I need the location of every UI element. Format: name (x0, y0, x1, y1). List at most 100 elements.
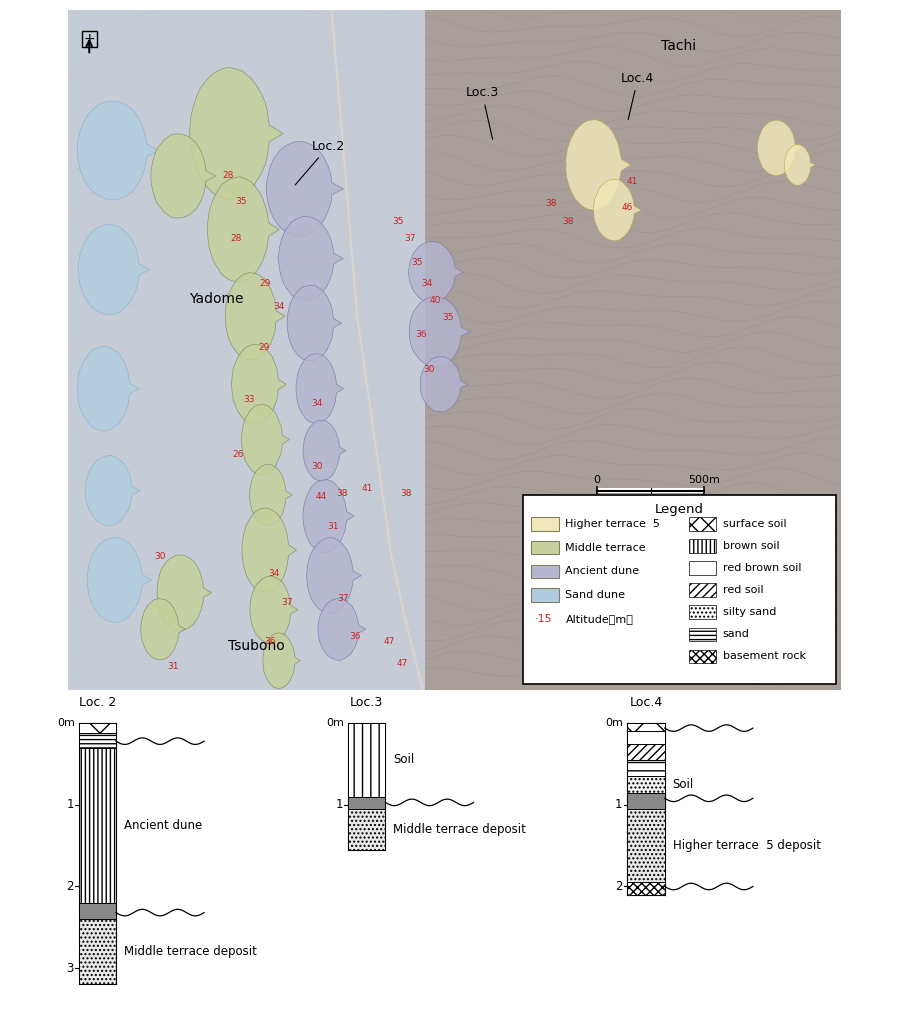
Text: Altitude（m）: Altitude（m） (565, 614, 634, 624)
Text: Ancient dune: Ancient dune (565, 567, 640, 576)
Bar (425, 10, 841, 691)
Bar (689, 561, 716, 575)
Bar (689, 605, 716, 619)
Text: 29: 29 (258, 344, 269, 352)
Text: surface soil: surface soil (723, 519, 786, 528)
Text: Loc.2: Loc.2 (295, 140, 345, 185)
Text: 1: 1 (66, 798, 74, 811)
Text: 36: 36 (415, 331, 426, 340)
Polygon shape (757, 121, 802, 175)
Text: 28: 28 (231, 233, 242, 242)
Polygon shape (250, 464, 293, 525)
Polygon shape (263, 633, 300, 689)
Polygon shape (242, 405, 289, 475)
Text: 29: 29 (260, 280, 271, 288)
Polygon shape (303, 420, 345, 482)
Polygon shape (250, 576, 298, 643)
Text: 38: 38 (545, 199, 557, 208)
Text: Yadome: Yadome (189, 292, 244, 306)
Text: 3: 3 (66, 961, 74, 974)
Text: brown soil: brown soil (723, 540, 779, 551)
Text: 34: 34 (312, 399, 323, 408)
Polygon shape (190, 68, 284, 200)
Text: 44: 44 (315, 492, 327, 501)
Bar (532, 540, 559, 555)
Text: 38: 38 (563, 217, 574, 225)
Text: Loc. 2: Loc. 2 (79, 696, 116, 709)
Text: 35: 35 (443, 313, 454, 322)
Polygon shape (242, 508, 296, 592)
Polygon shape (77, 100, 159, 200)
Text: 47: 47 (384, 637, 395, 646)
Bar (79, 723, 116, 733)
Text: 34: 34 (268, 569, 279, 578)
Bar (689, 517, 716, 530)
Text: Sand dune: Sand dune (565, 590, 625, 600)
Bar (79, 747, 116, 902)
Bar (627, 777, 664, 793)
Bar (689, 650, 716, 663)
Text: 0m: 0m (326, 718, 345, 728)
Text: 34: 34 (274, 301, 285, 310)
Text: Legend: Legend (654, 503, 704, 516)
Bar (689, 539, 716, 553)
Polygon shape (151, 134, 215, 218)
Text: 26: 26 (233, 449, 244, 458)
Text: 1: 1 (335, 798, 344, 811)
Polygon shape (296, 354, 344, 424)
Text: Higher terrace  5: Higher terrace 5 (565, 519, 660, 528)
Polygon shape (141, 598, 185, 660)
Bar (532, 565, 559, 578)
Text: 0m: 0m (57, 718, 75, 728)
Polygon shape (409, 296, 471, 367)
Text: Loc.4: Loc.4 (621, 72, 654, 120)
Polygon shape (303, 480, 355, 553)
Bar (532, 588, 559, 602)
Text: 46: 46 (622, 203, 634, 212)
Polygon shape (565, 120, 631, 210)
Text: Tachi: Tachi (661, 39, 696, 53)
Text: Loc.4: Loc.4 (629, 696, 663, 709)
Text: 35: 35 (235, 197, 246, 206)
Polygon shape (231, 345, 286, 424)
Text: red brown soil: red brown soil (723, 563, 802, 573)
Text: 28: 28 (222, 171, 234, 180)
Text: 37: 37 (337, 594, 348, 603)
Text: 1: 1 (615, 798, 623, 811)
Text: 38: 38 (336, 489, 347, 498)
Bar (627, 793, 664, 809)
Text: Middle terrace: Middle terrace (565, 542, 646, 553)
Polygon shape (77, 346, 139, 431)
Text: red soil: red soil (723, 585, 764, 595)
Text: ·15: ·15 (534, 614, 553, 624)
Bar (627, 809, 664, 882)
Bar (597, 488, 704, 493)
Bar (79, 919, 116, 985)
Bar (627, 882, 664, 894)
Polygon shape (278, 216, 344, 301)
Bar (348, 797, 385, 809)
Polygon shape (594, 179, 642, 240)
Polygon shape (225, 273, 285, 360)
Polygon shape (318, 598, 365, 660)
Text: 36: 36 (350, 633, 361, 642)
Text: 2: 2 (615, 880, 623, 893)
Text: 31: 31 (327, 522, 339, 531)
Text: 37: 37 (282, 598, 293, 607)
Text: 2: 2 (66, 880, 74, 893)
Text: Middle terrace deposit: Middle terrace deposit (394, 822, 526, 836)
Polygon shape (157, 555, 212, 631)
Text: 30: 30 (423, 364, 435, 373)
Text: sand: sand (723, 630, 750, 640)
Bar (689, 628, 716, 641)
Text: Soil: Soil (673, 778, 694, 791)
Bar (689, 583, 716, 597)
Text: +: + (84, 32, 95, 46)
Bar (348, 723, 385, 797)
Bar (627, 731, 664, 743)
Text: 34: 34 (421, 280, 433, 288)
Text: Loc.3: Loc.3 (350, 696, 384, 709)
Polygon shape (207, 176, 279, 282)
Text: 36: 36 (264, 637, 275, 646)
Polygon shape (420, 357, 468, 412)
